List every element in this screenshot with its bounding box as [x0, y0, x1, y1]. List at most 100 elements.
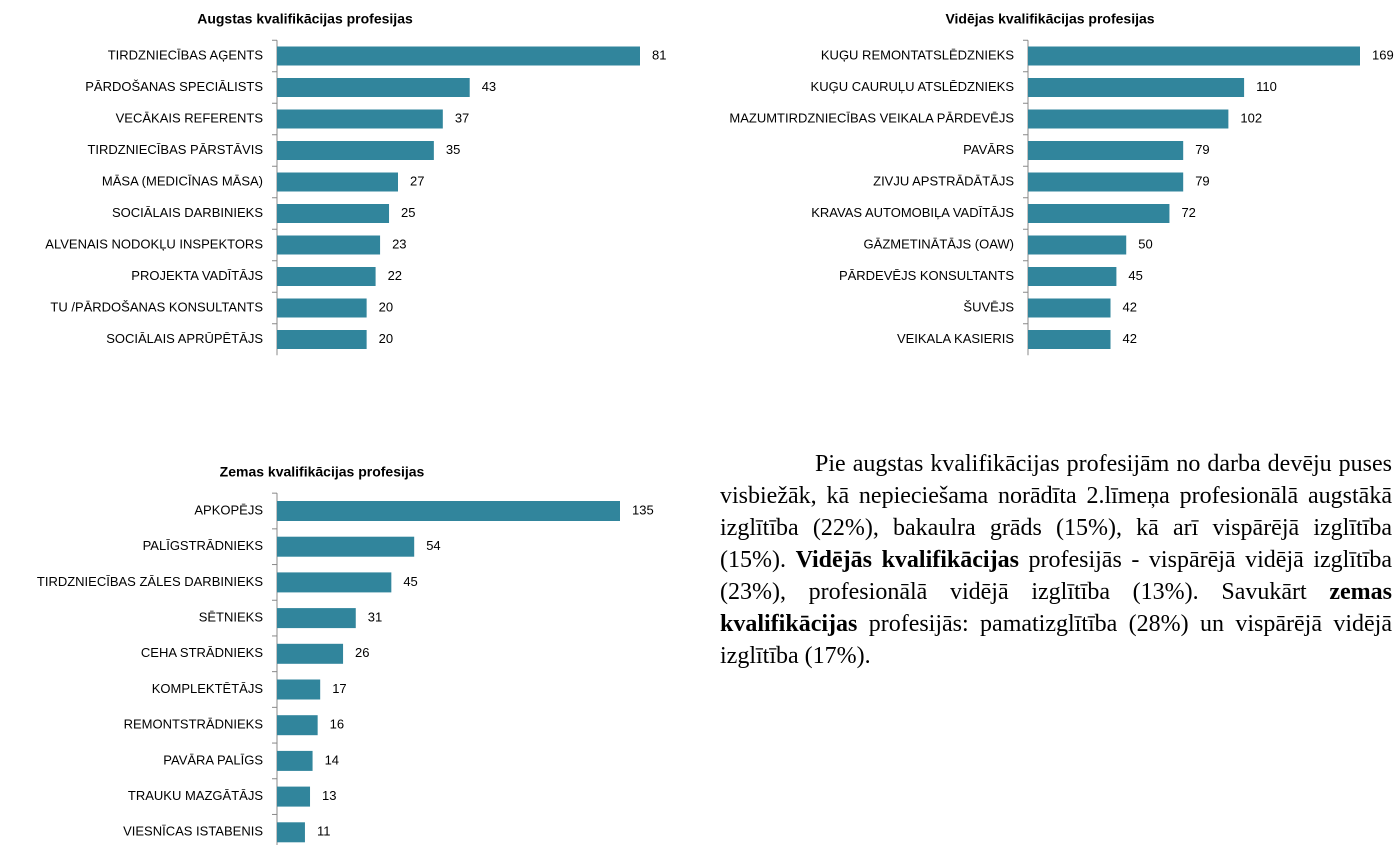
- data-label: 42: [1123, 331, 1137, 346]
- bar: [1028, 78, 1245, 97]
- bar: [277, 715, 318, 736]
- category-label: PAVĀRA PALĪGS: [163, 752, 263, 767]
- data-label: 135: [632, 502, 654, 517]
- text: profesijās: pamatizglītība (28%) un visp…: [720, 611, 1392, 669]
- text: profesijās - vispārējā vidējā izglītība …: [720, 547, 1392, 605]
- data-label: 42: [1123, 299, 1137, 314]
- category-label: SOCIĀLAIS DARBINIEKS: [112, 205, 263, 220]
- category-label: VIESNĪCAS ISTABENIS: [123, 824, 263, 839]
- bar: [1028, 141, 1184, 160]
- data-label: 110: [1256, 79, 1277, 94]
- data-label: 79: [1195, 142, 1209, 157]
- data-label: 31: [368, 610, 382, 625]
- data-label: 79: [1195, 173, 1209, 188]
- category-label: PAVĀRS: [963, 142, 1014, 157]
- category-label: SOCIĀLAIS APRŪPĒTĀJS: [106, 331, 263, 346]
- data-label: 27: [410, 173, 424, 188]
- data-label: 20: [379, 299, 393, 314]
- data-label: 45: [403, 574, 417, 589]
- bar: [277, 572, 392, 593]
- category-label: ALVENAIS NODOKĻU INSPEKTORS: [45, 236, 263, 251]
- data-label: 11: [317, 824, 331, 839]
- category-label: TIRDZNIECĪBAS PĀRSTĀVIS: [87, 142, 263, 157]
- category-label: SĒTNIEKS: [199, 610, 264, 625]
- category-label: KUĢU REMONTATSLĒDZNIEKS: [821, 47, 1014, 62]
- category-label: MĀSA (MEDICĪNAS MĀSA): [102, 173, 263, 188]
- category-label: KRAVAS AUTOMOBIĻA VADĪTĀJS: [811, 205, 1014, 220]
- text: Pie augstas kvalifikācijas profesijām no…: [720, 451, 1392, 573]
- category-label: PALĪGSTRĀDNIEKS: [143, 538, 264, 553]
- chart-title: Zemas kvalifikācijas profesijas: [220, 464, 425, 480]
- data-label: 23: [392, 236, 406, 251]
- bar: [1028, 235, 1127, 255]
- data-label: 16: [330, 717, 344, 732]
- category-label: APKOPĒJS: [194, 502, 263, 517]
- bar: [277, 786, 311, 807]
- bar: [277, 78, 470, 97]
- category-label: ZIVJU APSTRĀDĀTĀJS: [873, 173, 1014, 188]
- bar: [1028, 109, 1229, 129]
- data-label: 17: [332, 681, 346, 696]
- bar: [1028, 172, 1184, 192]
- bar: [1028, 298, 1111, 318]
- data-label: 14: [325, 752, 339, 767]
- bar: [277, 750, 313, 771]
- category-label: KOMPLEKTĒTĀJS: [152, 681, 264, 696]
- category-label: PĀRDEVĒJS KONSULTANTS: [839, 268, 1014, 283]
- bar: [277, 235, 381, 255]
- bar: [277, 109, 443, 129]
- bar: [277, 330, 367, 349]
- category-label: MAZUMTIRDZNIECĪBAS VEIKALA PĀRDEVĒJS: [729, 110, 1014, 125]
- bar: [277, 267, 376, 286]
- category-label: GĀZMETINĀTĀJS (OAW): [864, 236, 1014, 251]
- category-label: KUĢU CAURUĻU ATSLĒDZNIEKS: [811, 79, 1015, 94]
- bar: [277, 298, 367, 318]
- data-label: 35: [446, 142, 460, 157]
- bar: [1028, 330, 1111, 349]
- data-label: 26: [355, 645, 369, 660]
- data-label: 45: [1128, 268, 1142, 283]
- data-label: 22: [388, 268, 402, 283]
- bar: [277, 822, 305, 843]
- data-label: 102: [1240, 110, 1262, 125]
- data-label: 169: [1372, 47, 1394, 62]
- bar: [277, 46, 640, 66]
- bar: [277, 204, 390, 223]
- data-label: 50: [1138, 236, 1152, 251]
- data-label: 25: [401, 205, 415, 220]
- data-label: 20: [379, 331, 393, 346]
- data-label: 54: [426, 538, 440, 553]
- category-label: TU /PĀRDOŠANAS KONSULTANTS: [50, 299, 263, 314]
- bar: [277, 679, 321, 700]
- bar: [277, 608, 356, 629]
- category-label: TIRDZNIECĪBAS AĢENTS: [108, 47, 264, 62]
- data-label: 43: [482, 79, 496, 94]
- category-label: CEHA STRĀDNIEKS: [141, 645, 263, 660]
- category-label: VEIKALA KASIERIS: [897, 331, 1014, 346]
- bar: [277, 501, 620, 521]
- bar: [1028, 267, 1117, 286]
- bold-text: Vidējās kvalifikācijas: [795, 547, 1019, 573]
- category-label: PROJEKTA VADĪTĀJS: [131, 268, 263, 283]
- category-label: ŠUVĒJS: [963, 299, 1014, 314]
- bar: [277, 172, 398, 192]
- data-label: 37: [455, 110, 469, 125]
- category-label: VECĀKAIS REFERENTS: [116, 110, 264, 125]
- chart-title: Augstas kvalifikācijas profesijas: [197, 11, 413, 27]
- data-label: 81: [652, 47, 666, 62]
- category-label: TIRDZNIECĪBAS ZĀLES DARBINIEKS: [37, 574, 263, 589]
- data-label: 72: [1181, 205, 1195, 220]
- bar: [1028, 204, 1170, 223]
- category-label: TRAUKU MAZGĀTĀJS: [128, 788, 263, 803]
- bar: [277, 141, 434, 160]
- bar: [1028, 46, 1360, 66]
- category-label: REMONTSTRĀDNIEKS: [124, 717, 264, 732]
- bar: [277, 643, 344, 664]
- bold-text: zemas kvalifikācijas: [720, 579, 1392, 637]
- chart-title: Vidējas kvalifikācijas profesijas: [945, 11, 1154, 27]
- category-label: PĀRDOŠANAS SPECIĀLISTS: [85, 79, 263, 94]
- bar: [277, 536, 415, 557]
- paragraph: Pie augstas kvalifikācijas profesijām no…: [720, 448, 1392, 672]
